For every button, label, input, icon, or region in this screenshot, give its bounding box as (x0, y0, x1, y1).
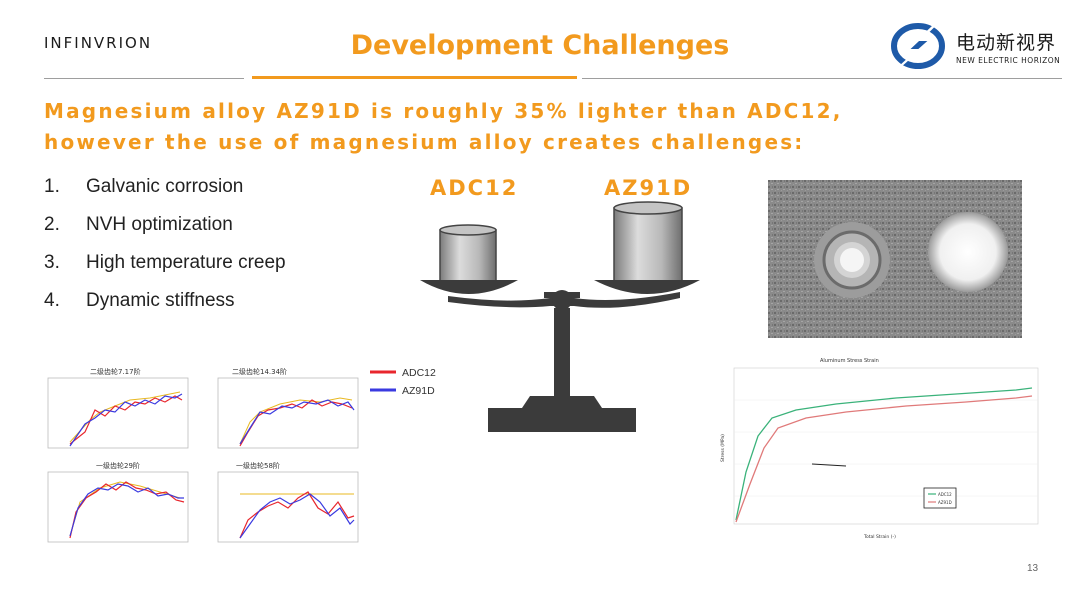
az91d-label: AZ91D (604, 176, 693, 200)
challenges-list: 1. Galvanic corrosion 2. NVH optimization … (44, 176, 286, 328)
legend-label-adc12: ADC12 (402, 367, 436, 379)
nvh-order-charts: 二级齿轮7.17阶 二级齿轮14.34阶 一级齿轮29阶 一级齿轮58阶 ADC… (40, 352, 450, 556)
brand-right-english: NEW ELECTRIC HORIZON (956, 56, 1061, 65)
list-text: High temperature creep (86, 252, 286, 273)
y-axis-label: Stress (MPa) (720, 434, 726, 462)
adc12-label: ADC12 (430, 176, 519, 200)
list-text: Galvanic corrosion (86, 176, 244, 197)
chart-panel: 二级齿轮14.34阶 (217, 367, 359, 449)
list-text: Dynamic stiffness (86, 290, 235, 311)
list-number: 4. (44, 290, 60, 311)
subtitle: Magnesium alloy AZ91D is roughly 35% lig… (44, 96, 1044, 158)
legend-label: ADC12 (938, 492, 952, 497)
subtitle-line-1: Magnesium alloy AZ91D is roughly 35% lig… (44, 99, 843, 123)
x-axis-label: Total Strain (-) (863, 534, 896, 540)
list-item: 4. Dynamic stiffness (44, 290, 286, 328)
series-line (735, 395, 1033, 523)
page-number: 13 (1027, 563, 1039, 574)
chart-legend: ADC12 AZ91D (370, 367, 436, 397)
balance-scale-icon (420, 201, 700, 432)
list-item: 3. High temperature creep (44, 252, 286, 290)
list-text: NVH optimization (86, 214, 233, 235)
chart-panel: 一级齿轮58阶 (217, 461, 359, 543)
az91d-cylinder (613, 201, 683, 287)
chart-title: Aluminum Stress Strain (820, 358, 879, 364)
subtitle-line-2: however the use of magnesium alloy creat… (44, 130, 805, 154)
brand-left-text: INFINVRION (44, 34, 153, 52)
panel-title: 一级齿轮58阶 (236, 461, 280, 470)
header-divider-left (44, 78, 244, 79)
list-number: 3. (44, 252, 60, 273)
header-divider-accent (252, 76, 577, 79)
list-number: 2. (44, 214, 60, 235)
legend-label-az91d: AZ91D (402, 385, 435, 397)
chart-panel: 二级齿轮7.17阶 (47, 367, 189, 449)
brand-right-chinese: 电动新视界 (956, 32, 1057, 54)
infimotion-logo: INFINVRION (44, 34, 152, 52)
list-number: 1. (44, 176, 60, 197)
annotation-arrow (811, 463, 847, 467)
chart-legend: ADC12 AZ91D (923, 487, 957, 509)
lightning-logo-icon (891, 17, 945, 73)
panel-title: 二级齿轮7.17阶 (90, 367, 141, 376)
legend-label: AZ91D (938, 500, 952, 505)
series-line (735, 387, 1033, 521)
adc12-cylinder (439, 224, 497, 283)
chart-panel: 一级齿轮29阶 (47, 461, 189, 543)
stress-strain-chart: Aluminum Stress Strain ADC12 AZ91D Total… (716, 352, 1042, 542)
panel-title: 一级齿轮29阶 (96, 461, 140, 470)
panel-title: 二级齿轮14.34阶 (232, 367, 287, 376)
list-item: 1. Galvanic corrosion (44, 176, 286, 214)
list-item: 2. NVH optimization (44, 214, 286, 252)
corrosion-photo (768, 180, 1022, 338)
page-title: Development Challenges (350, 30, 730, 61)
header-divider-right (582, 78, 1062, 79)
